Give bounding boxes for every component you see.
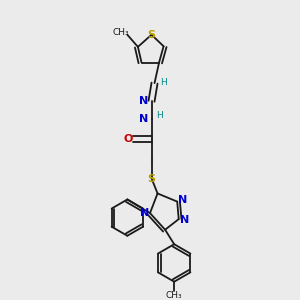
Text: N: N bbox=[140, 208, 149, 218]
Text: CH₃: CH₃ bbox=[166, 291, 182, 300]
Text: N: N bbox=[139, 96, 148, 106]
Text: N: N bbox=[179, 215, 189, 225]
Text: N: N bbox=[139, 114, 148, 124]
Text: S: S bbox=[148, 174, 155, 184]
Text: H: H bbox=[157, 111, 163, 120]
Text: O: O bbox=[123, 134, 133, 144]
Text: S: S bbox=[148, 30, 155, 40]
Text: H: H bbox=[160, 78, 167, 87]
Text: CH₃: CH₃ bbox=[112, 28, 129, 37]
Text: N: N bbox=[178, 195, 187, 206]
